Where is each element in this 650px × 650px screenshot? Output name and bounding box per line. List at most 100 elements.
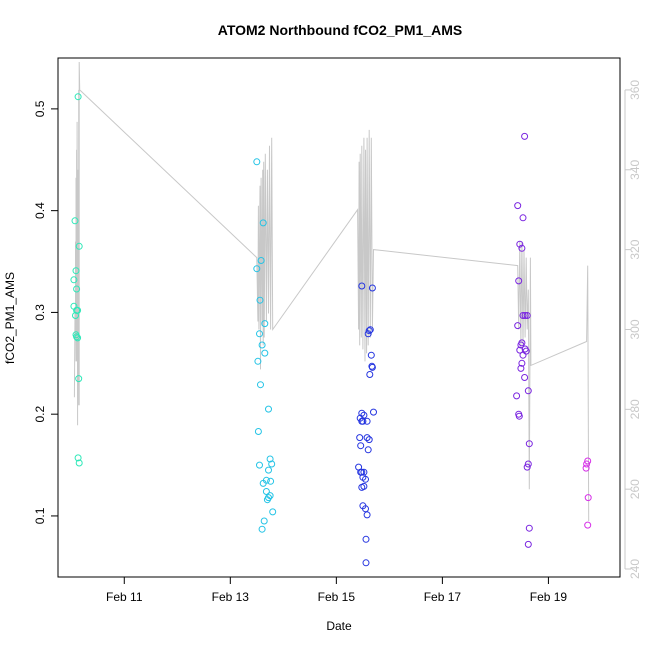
data-point <box>267 477 275 485</box>
data-point <box>513 392 521 400</box>
data-point <box>263 496 271 504</box>
data-point <box>524 540 532 548</box>
data-point <box>74 306 82 314</box>
y2-tick-label: 280 <box>628 399 642 419</box>
data-point <box>72 267 80 275</box>
data-point <box>256 296 264 304</box>
data-point <box>360 411 368 419</box>
data-point <box>582 464 590 472</box>
data-point <box>254 357 262 365</box>
x-tick-label: Feb 17 <box>424 590 462 604</box>
data-point <box>256 330 263 338</box>
data-point <box>74 454 82 462</box>
data-point <box>368 363 376 371</box>
plot-frame <box>57 57 621 578</box>
data-point <box>257 381 264 389</box>
data-point <box>521 312 529 319</box>
data-point <box>358 483 366 491</box>
x-axis: Feb 11 Feb 13 Feb 15 Feb 17 Feb 19 <box>106 576 568 604</box>
data-point <box>358 468 366 476</box>
data-point <box>358 417 366 425</box>
data-point <box>258 525 266 533</box>
data-point <box>262 488 270 495</box>
data-point <box>74 93 82 101</box>
data-point <box>74 334 82 342</box>
data-point <box>366 371 374 378</box>
data-point <box>365 436 373 444</box>
data-point <box>75 375 83 383</box>
data-point <box>524 460 532 468</box>
y2-line-path <box>73 61 590 522</box>
data-point <box>364 330 372 338</box>
data-point <box>362 559 370 567</box>
x-tick-label: Feb 11 <box>106 590 143 604</box>
y-axis-right: 240 260 280 300 320 340 360 <box>624 80 642 579</box>
data-point <box>521 132 529 140</box>
y2-tick-label: 260 <box>628 479 642 499</box>
x-tick-label: Feb 13 <box>212 590 250 604</box>
data-point <box>525 440 533 448</box>
data-point <box>523 312 531 319</box>
data-point <box>362 535 370 543</box>
y-tick-label: 0.4 <box>33 202 47 219</box>
data-point <box>365 327 373 335</box>
data-point <box>516 240 524 248</box>
x-tick-label: Feb 19 <box>530 590 568 604</box>
data-point <box>262 476 270 484</box>
data-point <box>259 219 267 227</box>
data-point <box>517 364 525 372</box>
data-point <box>256 461 263 469</box>
data-point <box>254 428 262 435</box>
y-axis-left: 0.1 0.2 0.3 0.4 0.5 <box>33 100 59 524</box>
data-point <box>518 244 526 252</box>
data-point <box>362 475 369 483</box>
y2-tick-label: 240 <box>628 559 642 579</box>
data-point <box>370 408 377 416</box>
data-point <box>261 320 269 328</box>
data-point <box>515 277 523 285</box>
y-tick-label: 0.5 <box>33 100 47 117</box>
data-point <box>260 517 268 525</box>
y2-tick-label: 320 <box>628 239 642 259</box>
data-point <box>366 326 374 334</box>
data-point <box>75 459 83 467</box>
y-tick-label: 0.1 <box>33 507 47 524</box>
data-point <box>519 214 527 222</box>
data-point <box>584 494 592 502</box>
data-point <box>524 387 532 395</box>
data-point <box>363 417 371 425</box>
data-point <box>519 351 527 359</box>
y2-tick-label: 300 <box>628 319 642 339</box>
data-point <box>519 312 527 319</box>
scatter-points <box>70 93 592 567</box>
data-point <box>525 524 533 532</box>
data-point <box>367 351 375 359</box>
data-point <box>360 468 368 476</box>
x-tick-label: Feb 15 <box>318 590 356 604</box>
chart-title: ATOM2 Northbound fCO2_PM1_AMS <box>218 22 463 38</box>
y-tick-label: 0.2 <box>33 406 47 423</box>
data-point <box>265 405 272 413</box>
data-point <box>518 359 526 367</box>
data-point <box>521 374 529 381</box>
data-point <box>364 446 372 454</box>
data-point <box>73 285 81 293</box>
data-point <box>523 463 531 471</box>
y2-line-series <box>73 61 590 522</box>
data-point <box>253 265 261 273</box>
data-point <box>514 322 522 330</box>
data-point <box>516 346 524 354</box>
data-point <box>514 202 522 210</box>
data-point <box>522 347 530 355</box>
data-point <box>368 284 376 292</box>
y-tick-label: 0.3 <box>33 304 47 321</box>
data-point <box>356 434 364 442</box>
y-axis-label: fCO2_PM1_AMS <box>3 272 17 364</box>
y2-tick-label: 340 <box>628 159 642 179</box>
data-point <box>357 442 365 450</box>
y2-tick-label: 360 <box>628 80 642 100</box>
data-point <box>75 242 83 250</box>
data-point <box>261 349 269 357</box>
data-point <box>258 341 266 349</box>
